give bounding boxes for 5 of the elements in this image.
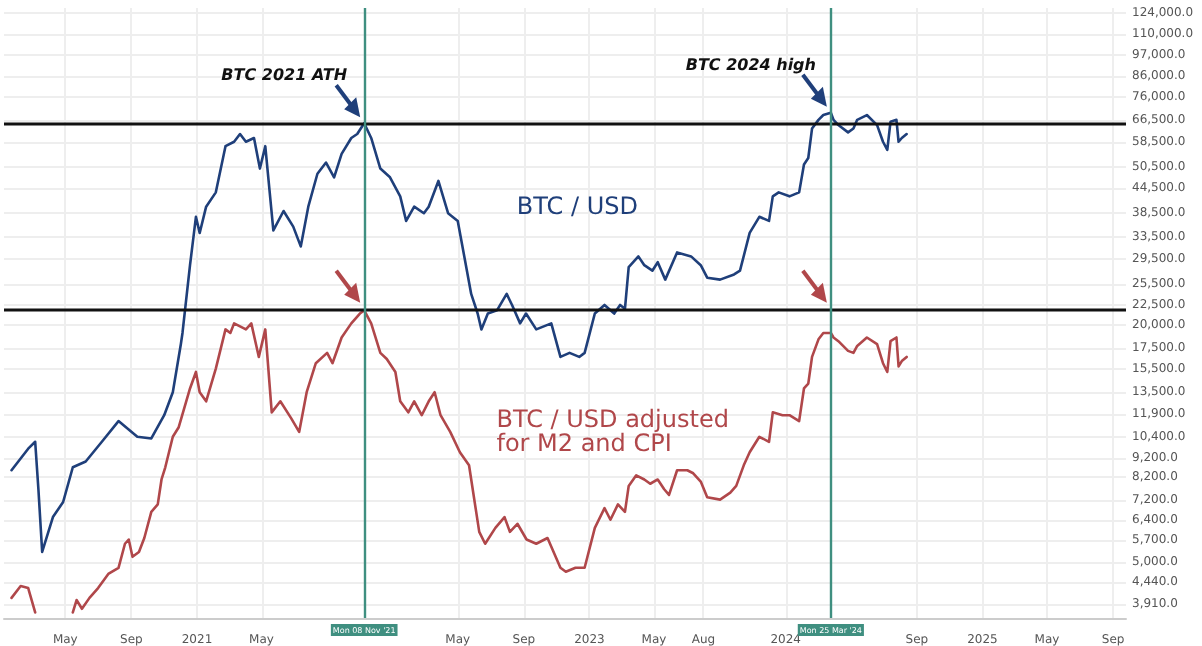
series-label: BTC / USD: [516, 191, 638, 220]
annotation: BTC 2024 high: [685, 55, 817, 74]
annotation: BTC 2021 ATH: [221, 66, 348, 85]
series-label: BTC / USD adjusted for M2 and CPI: [496, 404, 729, 457]
line-series: [10, 111, 908, 554]
